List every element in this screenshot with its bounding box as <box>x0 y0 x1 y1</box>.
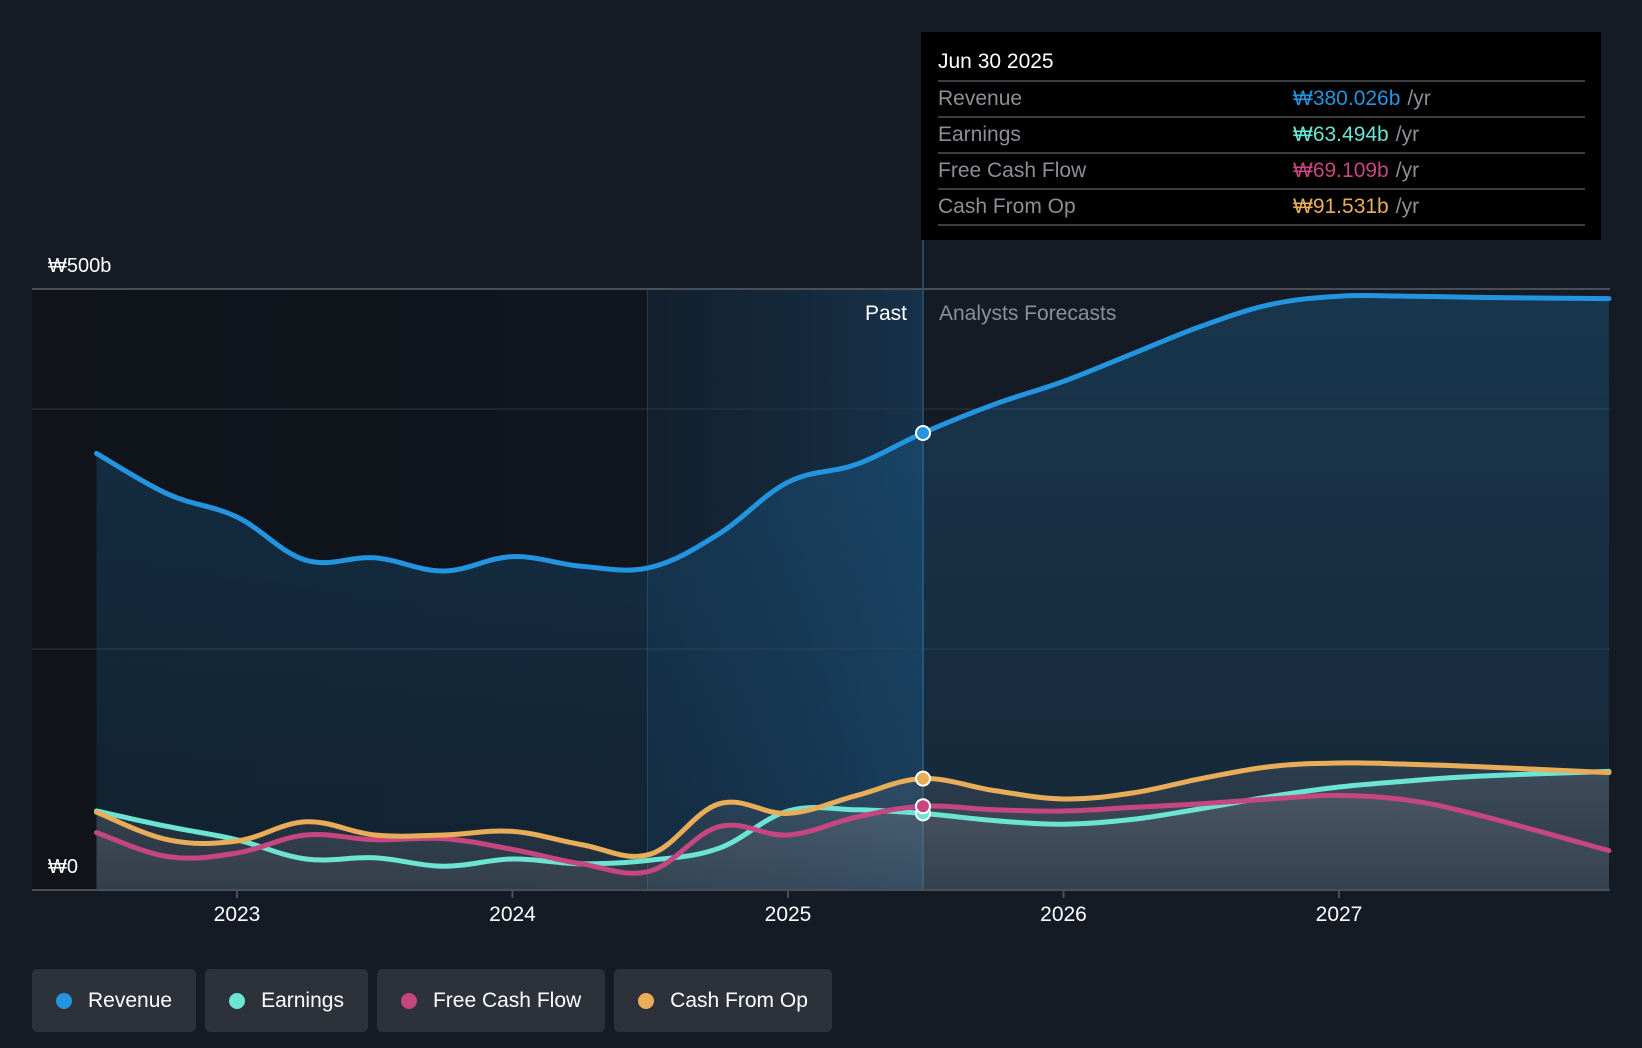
y-label-max: ₩500b <box>48 255 111 277</box>
tooltip-row-revenue: Revenue ₩380.026b /yr <box>938 82 1585 118</box>
tooltip-value: ₩380.026b <box>1293 87 1401 110</box>
earnings-line <box>93 768 1612 869</box>
legend: Revenue Earnings Free Cash Flow Cash Fro… <box>32 969 832 1032</box>
legend-item-free-cash-flow[interactable]: Free Cash Flow <box>376 969 606 1032</box>
x-tick-label: 2027 <box>1316 903 1363 926</box>
tooltip-label: Cash From Op <box>938 195 1076 218</box>
free-cash-flow-line <box>93 792 1612 876</box>
revenue-line <box>93 292 1612 574</box>
legend-label: Earnings <box>261 988 344 1012</box>
earnings-dot-icon <box>229 992 246 1009</box>
legend-label: Free Cash Flow <box>432 988 582 1012</box>
past-label: Past <box>865 302 907 325</box>
legend-item-revenue[interactable]: Revenue <box>32 969 197 1032</box>
x-tick-label: 2025 <box>765 903 812 926</box>
tooltip-unit: /yr <box>1395 123 1420 146</box>
tooltip-label: Free Cash Flow <box>938 159 1087 182</box>
tooltip-row-earnings: Earnings ₩63.494b /yr <box>938 118 1585 154</box>
revenue-area <box>96 295 1609 889</box>
tooltip-unit: /yr <box>1395 159 1420 182</box>
free-cash-flow-dot-icon <box>400 992 417 1009</box>
cash-from-op-area <box>96 762 1609 889</box>
tooltip-value: ₩91.531b <box>1293 195 1389 218</box>
tooltip-value: ₩69.109b <box>1293 159 1389 182</box>
tooltip-value: ₩63.494b <box>1293 123 1389 146</box>
forecast-label: Analysts Forecasts <box>939 302 1116 325</box>
x-tick-label: 2026 <box>1040 903 1087 926</box>
cash-from-op-marker <box>914 770 931 787</box>
tooltip: Jun 30 2025 Revenue ₩380.026b /yr Earnin… <box>921 32 1601 240</box>
legend-label: Revenue <box>88 988 173 1012</box>
tooltip-unit: /yr <box>1407 87 1431 110</box>
x-tick-label: 2024 <box>489 903 536 926</box>
legend-label: Cash From Op <box>670 988 808 1012</box>
x-tick-label: 2023 <box>214 903 261 926</box>
tooltip-row-cash-from-op: Cash From Op ₩91.531b /yr <box>938 190 1585 226</box>
tooltip-row-free-cash-flow: Free Cash Flow ₩69.109b /yr <box>938 154 1585 190</box>
y-label-zero: ₩0 <box>48 856 78 878</box>
revenue-marker <box>914 425 931 441</box>
tooltip-unit: /yr <box>1395 195 1420 218</box>
revenue-dot-icon <box>56 992 72 1009</box>
tooltip-date: Jun 30 2025 <box>938 46 1585 82</box>
tooltip-label: Revenue <box>938 87 1023 110</box>
legend-item-earnings[interactable]: Earnings <box>205 969 368 1032</box>
tooltip-label: Earnings <box>938 123 1021 146</box>
legend-item-cash-from-op[interactable]: Cash From Op <box>614 969 832 1032</box>
cash-from-op-dot-icon <box>638 992 655 1009</box>
free-cash-flow-marker <box>914 798 931 815</box>
cash-from-op-line <box>93 760 1612 859</box>
